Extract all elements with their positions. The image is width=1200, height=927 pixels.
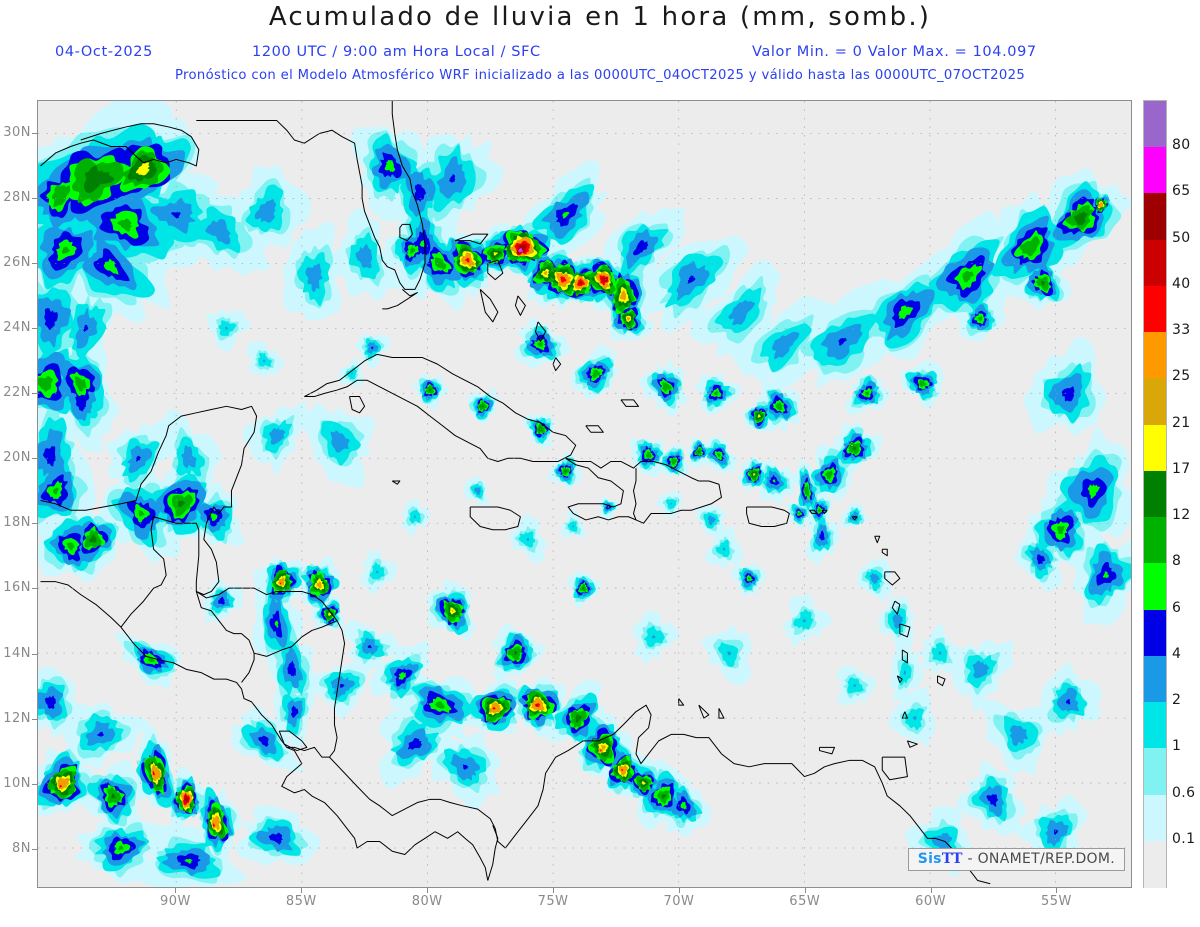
- logo-agency-text: - ONAMET/REP.DOM.: [967, 850, 1115, 867]
- colorbar-tick-label: 1: [1172, 738, 1182, 755]
- lon-tick-label: 70W: [663, 894, 695, 909]
- colorbar-tick-label: 0.6: [1172, 784, 1196, 801]
- sistt-onamet-logo: SisTT - ONAMET/REP.DOM.: [907, 847, 1125, 871]
- lon-tick-label: 60W: [915, 894, 947, 909]
- lon-tick-mark: [427, 888, 429, 893]
- colorbar-segment: [1144, 748, 1166, 796]
- lon-tick-mark: [678, 888, 680, 893]
- lat-tick-label: 14N: [3, 645, 31, 661]
- colorbar-tick-label: 0.1: [1172, 830, 1196, 847]
- value-minmax: Valor Min. = 0 Valor Max. = 104.097: [752, 44, 1037, 60]
- forecast-date: 04-Oct-2025: [55, 44, 153, 60]
- lat-tick-label: 12N: [3, 710, 31, 726]
- colorbar-tick-label: 50: [1172, 229, 1191, 246]
- colorbar[interactable]: [1143, 100, 1167, 888]
- colorbar-segment: [1144, 702, 1166, 749]
- colorbar-tick-label: 2: [1172, 692, 1182, 709]
- colorbar-tick-label: 65: [1172, 183, 1191, 200]
- colorbar-tick-label: 6: [1172, 599, 1182, 616]
- lat-tick-mark: [32, 523, 37, 525]
- lon-tick-mark: [930, 888, 932, 893]
- lat-tick-mark: [32, 783, 37, 785]
- precip-band: [518, 248, 522, 252]
- colorbar-segment: [1144, 840, 1166, 888]
- lat-tick-mark: [32, 132, 37, 134]
- colorbar-segment: [1144, 794, 1166, 842]
- lat-tick-mark: [32, 327, 37, 329]
- lon-tick-mark: [1056, 888, 1058, 893]
- logo-sis-text: Sis: [917, 850, 942, 867]
- lat-tick-label: 22N: [3, 385, 31, 401]
- colorbar-segment: [1144, 147, 1166, 195]
- colorbar-segment: [1144, 609, 1166, 657]
- lon-tick-mark: [553, 888, 555, 893]
- precipitation-map[interactable]: SisTT - ONAMET/REP.DOM.: [37, 100, 1132, 888]
- colorbar-segment: [1144, 193, 1166, 241]
- lat-tick-mark: [32, 393, 37, 395]
- lat-tick-label: 26N: [3, 254, 31, 270]
- colorbar-segment: [1144, 239, 1166, 287]
- lat-tick-label: 16N: [3, 580, 31, 596]
- colorbar-segment: [1144, 470, 1166, 518]
- colorbar-segment: [1144, 101, 1166, 148]
- lat-tick-mark: [32, 588, 37, 590]
- lat-tick-mark: [32, 718, 37, 720]
- lat-tick-label: 10N: [3, 775, 31, 791]
- lon-tick-mark: [804, 888, 806, 893]
- lat-tick-mark: [32, 458, 37, 460]
- lat-tick-label: 24N: [3, 319, 31, 335]
- colorbar-tick-label: 12: [1172, 507, 1191, 524]
- colorbar-segment: [1144, 424, 1166, 472]
- lon-tick-label: 75W: [537, 894, 569, 909]
- lon-tick-label: 55W: [1041, 894, 1072, 909]
- colorbar-tick-label: 4: [1172, 645, 1182, 662]
- lat-tick-label: 30N: [3, 124, 31, 140]
- colorbar-segment: [1144, 655, 1166, 703]
- model-description: Pronóstico con el Modelo Atmosférico WRF…: [174, 68, 1026, 83]
- colorbar-tick-label: 17: [1172, 460, 1191, 477]
- colorbar-tick-label: 33: [1172, 322, 1191, 339]
- colorbar-segment: [1144, 285, 1166, 333]
- colorbar-segment: [1144, 563, 1166, 611]
- logo-tt-text: TT: [941, 850, 963, 867]
- colorbar-tick-label: 21: [1172, 414, 1191, 431]
- colorbar-tick-label: 8: [1172, 553, 1182, 570]
- colorbar-segment: [1144, 378, 1166, 426]
- lat-tick-label: 28N: [3, 189, 31, 205]
- lon-tick-mark: [175, 888, 177, 893]
- lat-tick-mark: [32, 653, 37, 655]
- lon-tick-label: 80W: [411, 894, 443, 909]
- colorbar-tick-label: 25: [1172, 368, 1191, 385]
- lat-tick-mark: [32, 262, 37, 264]
- colorbar-tick-label: 80: [1172, 137, 1191, 154]
- precipitation-shading: [38, 101, 1131, 887]
- lon-tick-label: 85W: [285, 894, 317, 909]
- lat-tick-mark: [32, 197, 37, 199]
- lon-tick-label: 65W: [789, 894, 821, 909]
- forecast-time: 1200 UTC / 9:00 am Hora Local / SFC: [252, 44, 541, 60]
- lat-tick-label: 20N: [3, 450, 31, 466]
- lat-tick-mark: [32, 848, 37, 850]
- lon-tick-label: 90W: [159, 894, 191, 909]
- lon-tick-mark: [301, 888, 303, 893]
- page-title: Acumulado de lluvia en 1 hora (mm, somb.…: [268, 2, 932, 32]
- lat-tick-label: 18N: [3, 515, 31, 531]
- colorbar-tick-label: 40: [1172, 275, 1191, 292]
- lat-tick-label: 8N: [12, 840, 31, 856]
- colorbar-segment: [1144, 332, 1166, 379]
- colorbar-segment: [1144, 517, 1166, 564]
